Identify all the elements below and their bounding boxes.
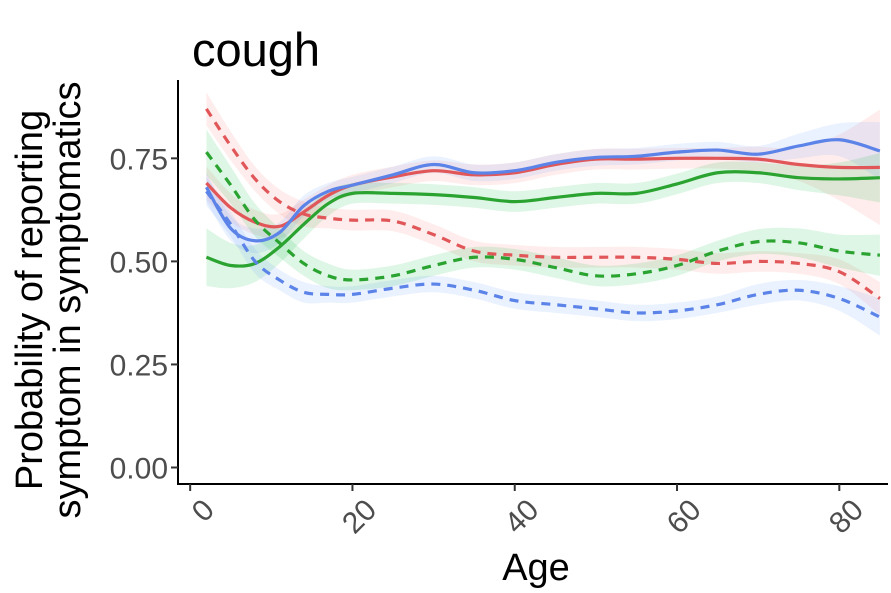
y-axis-title-line-2: symptom in symptomatics	[47, 81, 89, 518]
x-axis-title: Age	[502, 547, 570, 588]
confidence-bands	[206, 92, 880, 336]
confidence-band-5-dashed	[206, 176, 880, 336]
y-tick-label: 0.25	[110, 349, 168, 382]
x-tick-label: 40	[498, 493, 545, 540]
x-tick-label: 60	[661, 493, 708, 540]
x-tick-label: 0	[186, 493, 221, 528]
series-line-2-solid	[205, 138, 881, 243]
confidence-band-4-dashed	[206, 92, 880, 315]
chart-title: cough	[192, 23, 320, 76]
series-line-4-dashed	[205, 107, 881, 300]
series-line-6-dashed	[205, 151, 881, 282]
x-tick-label: 20	[336, 493, 383, 540]
x-tick-label: 80	[823, 493, 870, 540]
tick-marks	[171, 157, 841, 491]
confidence-band-2-solid	[206, 122, 880, 254]
y-axis-title-line-1: Probability of reporting	[9, 110, 51, 490]
y-tick-label: 0.50	[110, 246, 168, 279]
confidence-band-1-solid	[206, 109, 880, 240]
series-lines	[205, 107, 881, 319]
y-tick-label: 0.00	[110, 453, 168, 486]
axes	[177, 80, 888, 485]
series-line-5-dashed	[205, 190, 881, 319]
confidence-band-6-dashed	[206, 129, 880, 291]
y-tick-label: 0.75	[110, 143, 168, 176]
confidence-band-3-solid	[206, 152, 880, 289]
series-line-1-solid	[205, 156, 880, 229]
